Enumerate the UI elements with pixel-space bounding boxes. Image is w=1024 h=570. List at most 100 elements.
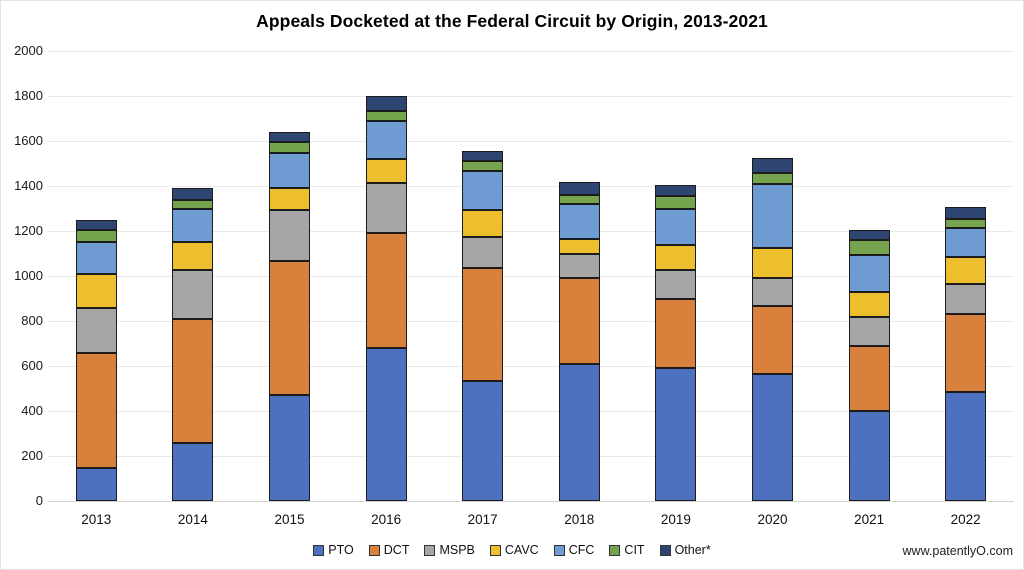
gridline-y-0 — [48, 501, 1014, 502]
bar-segment-2013-MSPB — [75, 307, 117, 353]
bar-segment-2019-CIT — [655, 196, 697, 209]
bar-segment-2020-MSPB — [752, 278, 793, 307]
bar-segment-2016-Other — [365, 96, 407, 111]
bar-segment-2014-DCT — [172, 318, 214, 443]
y-axis-label-1400: 1400 — [14, 178, 43, 193]
bar-segment-2016-CIT — [365, 110, 407, 121]
bar-segment-2015-PTO — [269, 395, 310, 501]
bar-segment-2021-DCT — [848, 345, 890, 411]
gridline-y-2000 — [48, 51, 1014, 52]
legend-label-CFC: CFC — [568, 543, 595, 557]
legend-item-DCT: DCT — [368, 543, 409, 557]
gridline-y-800 — [48, 321, 1014, 322]
legend-label-PTO: PTO — [328, 543, 354, 557]
x-axis-label-2018: 2018 — [564, 512, 595, 527]
bar-segment-2021-PTO — [848, 411, 890, 501]
x-axis-label-2019: 2019 — [660, 512, 691, 527]
y-axis-label-800: 800 — [21, 313, 43, 328]
x-axis-label-2014: 2014 — [177, 512, 208, 527]
bar-2014 — [172, 188, 214, 501]
gridline-y-1000 — [48, 276, 1014, 277]
legend-label-Other: Other* — [674, 543, 711, 557]
bar-segment-2020-CAVC — [752, 247, 793, 279]
bar-segment-2021-Other — [848, 229, 890, 240]
bar-segment-2020-CFC — [752, 183, 793, 248]
legend-label-CAVC: CAVC — [504, 543, 539, 557]
bar-segment-2013-PTO — [75, 468, 117, 501]
bar-segment-2017-MSPB — [462, 236, 504, 269]
bar-2013 — [75, 219, 117, 501]
bar-2019 — [655, 184, 697, 501]
bar-segment-2022-PTO — [945, 391, 987, 501]
legend-swatch-CAVC — [489, 544, 501, 556]
legend-swatch-PTO — [313, 544, 325, 556]
bar-2016 — [365, 96, 407, 501]
legend-swatch-CIT — [609, 544, 621, 556]
bar-segment-2018-CFC — [558, 204, 600, 239]
bar-segment-2014-MSPB — [172, 270, 214, 319]
bar-segment-2016-CFC — [365, 120, 407, 159]
bar-segment-2022-CFC — [945, 227, 987, 257]
chart-title: Appeals Docketed at the Federal Circuit … — [256, 11, 768, 31]
y-axis-label-1800: 1800 — [14, 88, 43, 103]
bar-segment-2018-Other — [558, 181, 600, 195]
bar-segment-2018-CAVC — [558, 238, 600, 254]
bar-segment-2022-CIT — [945, 218, 987, 228]
legend-item-Other: Other* — [659, 543, 711, 557]
bar-segment-2022-MSPB — [945, 283, 987, 315]
bar-segment-2019-PTO — [655, 368, 697, 501]
gridline-y-400 — [48, 411, 1014, 412]
bar-segment-2015-MSPB — [269, 209, 310, 262]
gridline-y-1800 — [48, 96, 1014, 97]
x-axis-label-2013: 2013 — [81, 512, 112, 527]
bar-segment-2021-CAVC — [848, 291, 890, 317]
bar-segment-2021-CFC — [848, 254, 890, 292]
bar-segment-2014-PTO — [172, 442, 214, 501]
y-axis-label-0: 0 — [35, 493, 43, 508]
bar-segment-2020-CIT — [752, 172, 793, 184]
bar-segment-2018-DCT — [558, 278, 600, 364]
y-axis-label-600: 600 — [21, 358, 43, 373]
legend-swatch-CFC — [553, 544, 565, 556]
gridline-y-200 — [48, 456, 1014, 457]
bar-segment-2019-DCT — [655, 298, 697, 369]
bar-2022 — [945, 207, 987, 501]
bar-segment-2020-PTO — [752, 373, 793, 501]
gridline-y-1400 — [48, 186, 1014, 187]
legend-item-CAVC: CAVC — [489, 543, 539, 557]
y-axis-label-1000: 1000 — [14, 268, 43, 283]
bar-segment-2019-MSPB — [655, 270, 697, 299]
x-axis-label-2022: 2022 — [950, 512, 981, 527]
bar-2017 — [462, 151, 504, 501]
bar-segment-2013-CAVC — [75, 273, 117, 308]
y-axis-label-2000: 2000 — [14, 43, 43, 58]
bar-segment-2017-DCT — [462, 268, 504, 381]
bar-segment-2014-CIT — [172, 199, 214, 209]
watermark: www.patentlyO.com — [902, 544, 1013, 558]
legend: PTO DCT MSPB CAVC CFC CIT Other* — [1, 538, 1023, 562]
bar-segment-2014-CFC — [172, 208, 214, 243]
bar-2018 — [558, 181, 600, 501]
y-axis-label-200: 200 — [21, 448, 43, 463]
legend-label-MSPB: MSPB — [439, 543, 475, 557]
bar-2021 — [848, 229, 890, 501]
bar-segment-2018-CIT — [558, 195, 600, 204]
bar-segment-2021-MSPB — [848, 316, 890, 346]
bar-segment-2014-CAVC — [172, 242, 214, 271]
bar-segment-2015-CFC — [269, 153, 310, 189]
bar-segment-2017-CIT — [462, 161, 504, 172]
bar-segment-2013-CFC — [75, 242, 117, 274]
bar-segment-2019-CAVC — [655, 244, 697, 271]
gridline-y-600 — [48, 366, 1014, 367]
legend-swatch-MSPB — [424, 544, 436, 556]
bar-segment-2019-Other — [655, 184, 697, 197]
bar-segment-2013-CIT — [75, 229, 117, 243]
y-axis-label-1600: 1600 — [14, 133, 43, 148]
bar-segment-2015-CIT — [269, 142, 310, 154]
bar-segment-2020-DCT — [752, 306, 793, 374]
bar-segment-2019-CFC — [655, 208, 697, 245]
bar-segment-2022-DCT — [945, 314, 987, 392]
bar-segment-2013-DCT — [75, 352, 117, 469]
bar-2020 — [752, 157, 793, 501]
legend-swatch-Other — [659, 544, 671, 556]
